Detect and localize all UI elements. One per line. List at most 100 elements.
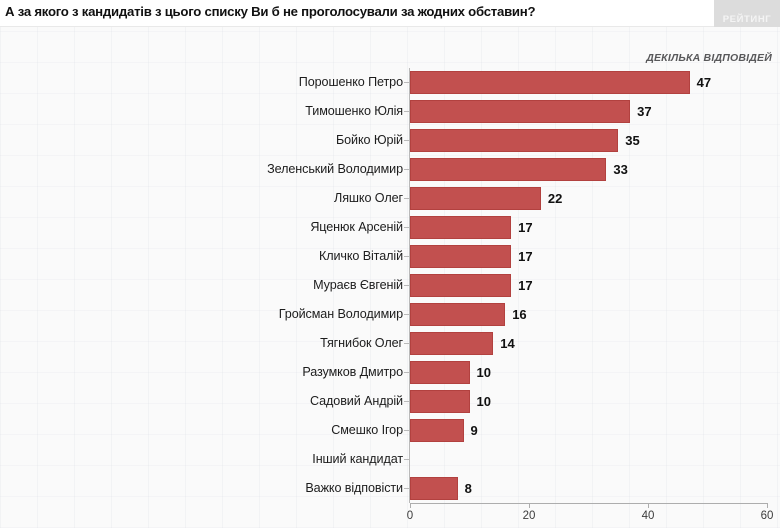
bar: [410, 100, 631, 123]
bar-category-label: Садовий Андрій: [310, 394, 403, 408]
x-axis-tick: [648, 503, 649, 508]
bar-wrapper: 10: [410, 361, 780, 384]
bar-value-label: 17: [518, 220, 533, 235]
plot-area: Порошенко Петро 47 Тимошенко Юлія 37 Бойко Ю…: [0, 68, 780, 502]
bar-value-label: 16: [512, 307, 527, 322]
bar: [410, 390, 470, 413]
bar: [410, 71, 690, 94]
bar-row: Зеленський Володимир 33: [0, 155, 780, 184]
x-axis-tick-label: 20: [522, 510, 536, 522]
category-tick-mark: [404, 82, 410, 83]
bar-wrapper: [410, 448, 780, 471]
bar-wrapper: 8: [410, 477, 780, 500]
category-tick-mark: [404, 488, 410, 489]
bar-row: Гройсман Володимир 16: [0, 300, 780, 329]
chart-subtitle: ДЕКІЛЬКА ВІДПОВІДЕЙ: [646, 52, 772, 64]
bar-value-label: 37: [637, 104, 652, 119]
bar-row: Бойко Юрій 35: [0, 126, 780, 155]
bar-row: Інший кандидат: [0, 445, 780, 474]
bar-value-label: 17: [518, 249, 533, 264]
bar-category-label: Кличко Віталій: [318, 249, 403, 263]
category-tick-mark: [404, 430, 410, 431]
bar: [410, 129, 619, 152]
bar-category-label: Яценюк Арсеній: [310, 220, 403, 234]
page-title: А за якого з кандидатів з цього списку В…: [5, 4, 536, 19]
bar-value-label: 9: [470, 423, 478, 438]
bar-value-label: 10: [476, 394, 491, 409]
bar-category-label: Зеленський Володимир: [267, 162, 403, 176]
category-tick-mark: [404, 314, 410, 315]
bar-wrapper: 17: [410, 216, 780, 239]
bar-wrapper: 33: [410, 158, 780, 181]
bar: [410, 477, 458, 500]
bar-wrapper: 9: [410, 419, 780, 442]
bar-value-label: 35: [625, 133, 640, 148]
bar-category-label: Порошенко Петро: [298, 75, 403, 89]
category-tick-mark: [404, 227, 410, 228]
bar-row: Мураєв Євгеній 17: [0, 271, 780, 300]
bar-category-label: Ляшко Олег: [334, 191, 403, 205]
bar-value-label: 14: [500, 336, 515, 351]
bar-row: Тимошенко Юлія 37: [0, 97, 780, 126]
x-axis-tick-label: 60: [760, 510, 774, 522]
category-tick-mark: [404, 140, 410, 141]
bar-category-label: Тимошенко Юлія: [305, 104, 403, 118]
category-tick-mark: [404, 111, 410, 112]
bar: [410, 303, 506, 326]
bar-category-label: Інший кандидат: [312, 452, 403, 466]
bar: [410, 361, 470, 384]
bar-wrapper: 35: [410, 129, 780, 152]
bar-wrapper: 17: [410, 274, 780, 297]
brand-logo-text: РЕЙТИНГ: [722, 14, 772, 25]
bar-category-label: Разумков Дмитро: [302, 365, 403, 379]
bar-wrapper: 14: [410, 332, 780, 355]
bar-value-label: 8: [464, 481, 472, 496]
bar-category-label: Смешко Ігор: [331, 423, 403, 437]
category-tick-mark: [404, 372, 410, 373]
bar-row: Важко відповісти 8: [0, 474, 780, 503]
bar-wrapper: 37: [410, 100, 780, 123]
category-tick-mark: [404, 198, 410, 199]
bar-row: Порошенко Петро 47: [0, 68, 780, 97]
category-tick-mark: [404, 169, 410, 170]
bar: [410, 187, 541, 210]
bar-row: Тягнибок Олег 14: [0, 329, 780, 358]
category-tick-mark: [404, 285, 410, 286]
bar: [410, 419, 464, 442]
bar-row: Кличко Віталій 17: [0, 242, 780, 271]
category-tick-mark: [404, 459, 410, 460]
bar-category-label: Бойко Юрій: [335, 133, 403, 147]
x-axis-tick-label: 40: [641, 510, 655, 522]
x-axis-tick: [767, 503, 768, 508]
bar-row: Ляшко Олег 22: [0, 184, 780, 213]
chart-header: А за якого з кандидатів з цього списку В…: [0, 0, 780, 27]
bar: [410, 332, 494, 355]
brand-logo: РЕЙТИНГ: [714, 0, 780, 27]
bar-wrapper: 16: [410, 303, 780, 326]
bar-row: Садовий Андрій 10: [0, 387, 780, 416]
bar-category-label: Важко відповісти: [305, 481, 403, 495]
bar-wrapper: 47: [410, 71, 780, 94]
x-axis-tick: [529, 503, 530, 508]
x-axis-line: [410, 503, 767, 504]
x-axis-tick: [410, 503, 411, 508]
bar: [410, 158, 607, 181]
bar-row: Разумков Дмитро 10: [0, 358, 780, 387]
category-tick-mark: [404, 343, 410, 344]
bar-category-label: Гройсман Володимир: [278, 307, 403, 321]
bar-value-label: 10: [476, 365, 491, 380]
x-axis-tick-label: 0: [406, 510, 414, 522]
bar-value-label: 17: [518, 278, 533, 293]
bar-value-label: 22: [547, 191, 563, 206]
bar-value-label: 33: [613, 162, 628, 177]
bar: [410, 216, 512, 239]
bar: [410, 245, 512, 268]
bar-wrapper: 10: [410, 390, 780, 413]
bar-category-label: Тягнибок Олег: [320, 336, 403, 350]
bar-wrapper: 22: [410, 187, 780, 210]
bar-category-label: Мураєв Євгеній: [313, 278, 403, 292]
category-tick-mark: [404, 256, 410, 257]
bar-row: Смешко Ігор 9: [0, 416, 780, 445]
bar-row: Яценюк Арсеній 17: [0, 213, 780, 242]
category-tick-mark: [404, 401, 410, 402]
